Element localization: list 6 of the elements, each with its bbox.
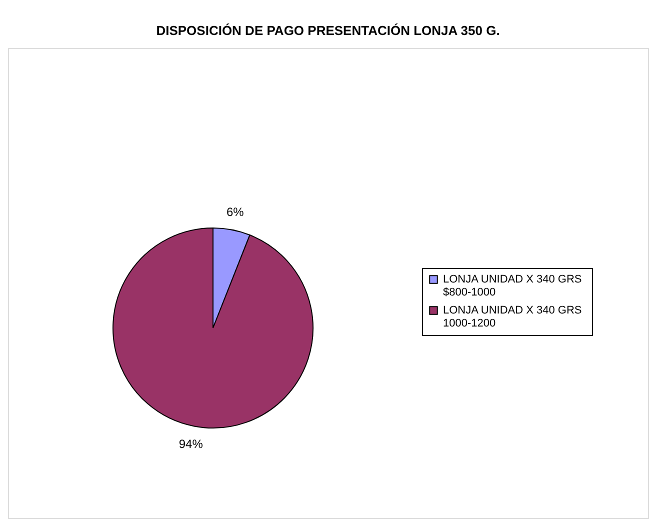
pie-slice <box>112 228 314 428</box>
data-label: 94% <box>178 436 204 451</box>
data-label: 6% <box>226 205 244 220</box>
legend-label: LONJA UNIDAD X 340 GRS $800-1000 <box>443 274 582 298</box>
chart-title: DISPOSICIÓN DE PAGO PRESENTACIÓN LONJA 350 G. <box>156 23 500 38</box>
legend-label: LONJA UNIDAD X 340 GRS 1000-1200 <box>443 304 582 330</box>
